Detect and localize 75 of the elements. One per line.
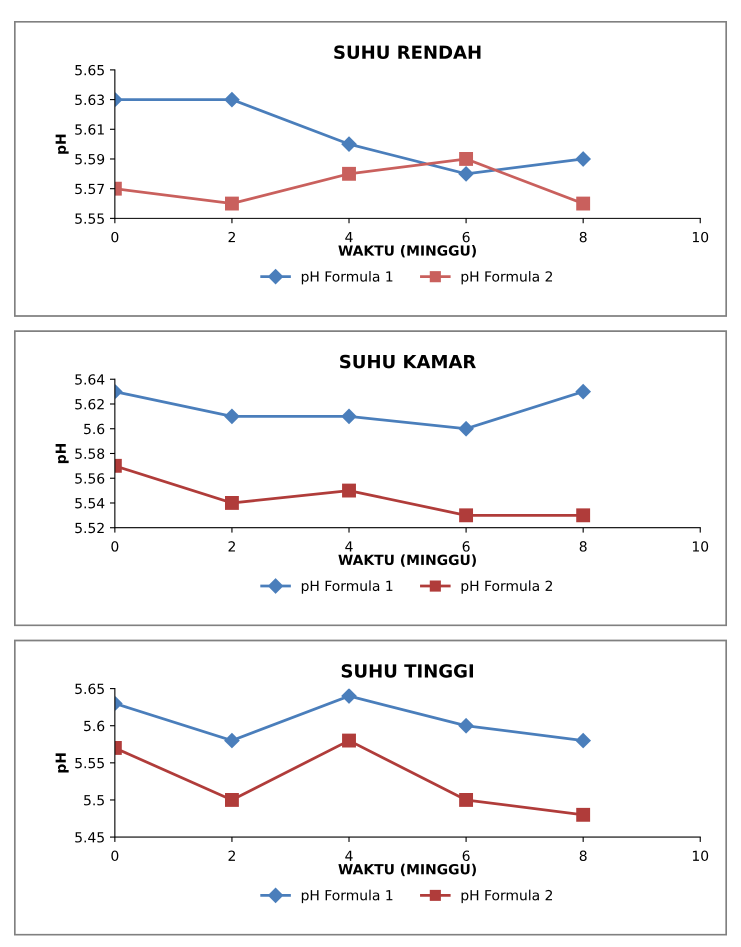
x-tick-label: 8 [580, 850, 587, 862]
chart-title: SUHU RENDAH [334, 45, 480, 60]
y-tick-label: 5.55 [75, 214, 104, 224]
y-tick-label: 5.57 [75, 184, 104, 194]
x-tick-label: 4 [345, 541, 353, 552]
point [458, 421, 474, 436]
y-tick-label: 5.6 [84, 424, 104, 434]
legend-label: pH Formula 1 [302, 890, 392, 904]
point [576, 808, 590, 822]
y-tick-label: 5.5 [84, 795, 104, 806]
y-tick-label: 5.58 [75, 448, 104, 459]
point [224, 408, 240, 424]
point [342, 166, 356, 181]
y-tick-label: 5.65 [75, 64, 104, 76]
x-tick-label: 2 [228, 850, 235, 861]
x-axis-title: WAKTU (MINGGU) [338, 245, 476, 258]
x-tick-label: 10 [692, 232, 708, 242]
point [459, 508, 474, 522]
point [341, 408, 357, 424]
x-tick-label: 0 [111, 232, 118, 242]
y-axis-title: pH [56, 753, 69, 772]
y-tick-label: 5.63 [75, 94, 104, 106]
x-tick-label: 0 [111, 850, 118, 862]
point [224, 92, 240, 108]
y-tick-label: 5.56 [75, 473, 104, 484]
x-tick-label: 2 [228, 232, 235, 242]
point [576, 151, 591, 167]
x-axis-title: WAKTU (MINGGU) [338, 864, 476, 876]
y-tick-label: 5.64 [75, 374, 104, 385]
y-axis-title: pH [56, 444, 69, 464]
point [341, 136, 357, 152]
point [576, 196, 590, 210]
legend-label: pH Formula 2 [462, 580, 552, 594]
legend-label: pH Formula 1 [302, 270, 392, 284]
y-tick-label: 5.61 [75, 124, 104, 135]
point [458, 718, 474, 734]
point [576, 732, 591, 748]
legend-label: pH Formula 2 [462, 890, 552, 904]
legend-label: pH Formula 1 [302, 580, 392, 594]
point [224, 496, 239, 510]
point [342, 734, 356, 748]
y-tick-label: 5.45 [75, 832, 104, 843]
point [224, 732, 240, 748]
x-tick-label: 6 [462, 541, 470, 552]
point [458, 166, 474, 182]
point [224, 793, 239, 807]
x-tick-label: 0 [111, 541, 118, 552]
point [459, 793, 474, 807]
legend-label: pH Formula 2 [462, 270, 552, 284]
x-tick-label: 4 [345, 232, 353, 242]
y-tick-label: 5.54 [75, 498, 104, 508]
y-tick-label: 5.6 [84, 720, 104, 732]
x-axis-title: WAKTU (MINGGU) [338, 554, 476, 567]
y-tick-label: 5.65 [75, 684, 104, 694]
y-axis-title: pH [56, 134, 69, 154]
x-tick-label: 4 [345, 850, 353, 861]
y-tick-label: 5.62 [75, 398, 104, 410]
x-tick-label: 8 [580, 232, 587, 242]
point [576, 384, 591, 400]
point [576, 508, 590, 522]
y-tick-label: 5.55 [75, 758, 104, 768]
x-tick-label: 6 [462, 232, 470, 242]
x-tick-label: 10 [692, 541, 708, 552]
x-tick-label: 8 [580, 541, 587, 552]
x-tick-label: 6 [462, 850, 470, 862]
point [341, 688, 357, 704]
y-tick-label: 5.59 [75, 154, 104, 164]
point [224, 196, 239, 210]
x-tick-label: 2 [228, 541, 235, 552]
point [459, 152, 474, 166]
chart-title: SUHU KAMAR [340, 354, 476, 368]
point [342, 484, 356, 498]
chart-title: SUHU TINGGI [342, 664, 473, 678]
y-tick-label: 5.52 [75, 522, 104, 534]
x-tick-label: 10 [692, 850, 708, 862]
